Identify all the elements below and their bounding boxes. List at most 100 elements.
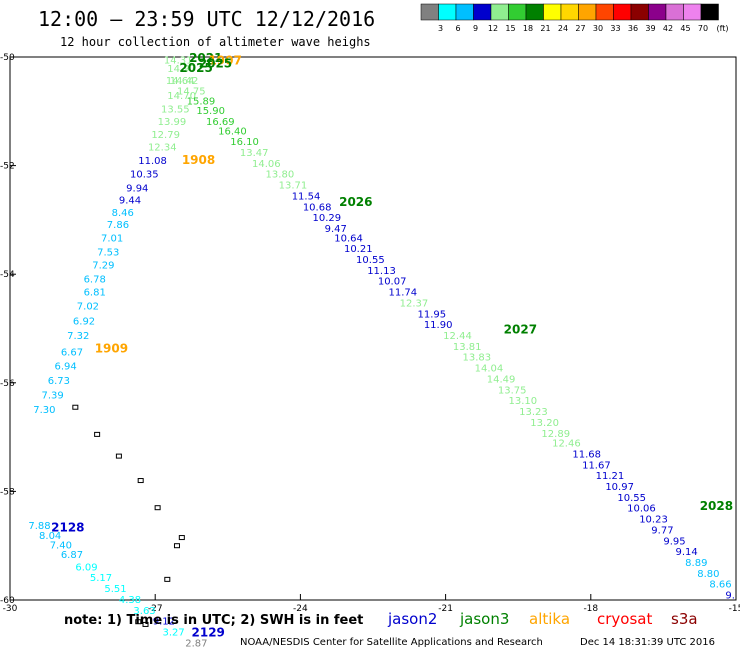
- colorbar-swatch: [490, 3, 509, 21]
- swh-point: 13.75: [498, 385, 527, 396]
- swh-point: 14.75: [177, 87, 206, 98]
- colorbar-label: 6: [455, 24, 460, 33]
- swh-point: 11.13: [367, 266, 396, 277]
- colorbar-swatch: [560, 3, 579, 21]
- swh-point: 13.47: [240, 148, 269, 159]
- pass-time-label: 2025: [179, 61, 212, 75]
- pass-time-label: 2028: [700, 499, 733, 513]
- timestamp: Dec 14 18:31:39 UTC 2016: [580, 637, 715, 648]
- colorbar-swatch: [613, 3, 632, 21]
- colorbar-label: 3: [438, 24, 443, 33]
- x-tick-label: -21: [438, 604, 453, 614]
- plot-area: -50 -52 -54 -56 -58 -60 -30 -27 -24 -21 -18 -15 14…: [0, 51, 740, 650]
- x-axis: -30 -27 -24 -21 -18 -15: [3, 594, 740, 614]
- swh-point: 10.55: [617, 493, 646, 504]
- swh-point: 13.80: [266, 170, 295, 181]
- y-tick-label: -56: [0, 379, 15, 389]
- y-tick-label: -60: [0, 596, 15, 606]
- pass-time-label: 2025: [199, 56, 232, 70]
- swh-point: 9.95: [663, 536, 685, 547]
- swh-point: 14.04: [475, 364, 504, 375]
- swh-point: 13.71: [279, 181, 308, 192]
- colorbar-label: 24: [558, 24, 568, 33]
- x-tick-label: -30: [3, 604, 18, 614]
- colorbar-swatch: [473, 3, 492, 21]
- swh-point: 7.02: [77, 302, 99, 313]
- swh-point: 10.64: [334, 233, 363, 244]
- pass-time-label: 1908: [182, 153, 215, 167]
- legend-jason2: jason2: [387, 610, 437, 628]
- swh-point: 6.81: [84, 288, 106, 299]
- island-outline: [72, 404, 79, 410]
- swh-point: 3.27: [162, 627, 184, 638]
- island-outline: [135, 619, 142, 625]
- swh-point: 13.81: [453, 342, 482, 353]
- swh-point: 6.73: [48, 376, 70, 387]
- island-outline: [115, 453, 122, 459]
- swh-point: 5.51: [104, 584, 126, 595]
- colorbar-label: 70: [698, 24, 708, 33]
- colorbar-swatch: [683, 3, 702, 21]
- swh-point: 10.29: [313, 213, 342, 224]
- y-tick-label: -52: [0, 162, 15, 172]
- colorbar-label: 39: [645, 24, 655, 33]
- swh-point: 13.23: [519, 407, 548, 418]
- swh-point: 10.07: [378, 277, 407, 288]
- swh-point: 11.54: [292, 191, 321, 202]
- swh-point: 11.21: [596, 471, 625, 482]
- island-outline: [154, 505, 161, 511]
- colorbar-swatch: [665, 3, 684, 21]
- island-outline: [137, 478, 144, 484]
- swh-point: 7.88: [28, 521, 50, 532]
- swh-point: 9.: [725, 591, 735, 602]
- swh-point: 14.64: [166, 76, 195, 87]
- legend-cryosat: cryosat: [597, 610, 652, 628]
- swh-point: 9.77: [651, 525, 673, 536]
- colorbar-label: 36: [628, 24, 638, 33]
- island-outline: [178, 535, 185, 541]
- swh-point: 13.83: [463, 353, 492, 364]
- colorbar-label: 12: [488, 24, 498, 33]
- swh-point: 6.67: [61, 347, 83, 358]
- swh-point: 16.69: [206, 117, 235, 128]
- swh-point: 10.55: [356, 255, 385, 266]
- colorbar-swatch: [420, 3, 439, 21]
- swh-point: 14.06: [252, 159, 281, 170]
- colorbar-label: 9: [473, 24, 478, 33]
- colorbar-swatch: [578, 3, 597, 21]
- swh-point: 7.32: [67, 331, 89, 342]
- swh-point: 11.68: [572, 449, 601, 460]
- footnote: note: 1) Time is in UTC; 2) SWH is in fe…: [64, 613, 363, 628]
- colorbar-swatch: [438, 3, 457, 21]
- swh-point: 12.89: [541, 429, 570, 440]
- swh-point: 8.46: [112, 208, 134, 219]
- y-tick-label: -50: [0, 53, 15, 63]
- swh-point: 13.55: [161, 105, 190, 116]
- swh-point: 7.40: [50, 541, 72, 552]
- y-tick-label: -58: [0, 487, 15, 497]
- colorbar-label: 27: [575, 24, 585, 33]
- colorbar-swatch: [595, 3, 614, 21]
- swh-point: 11.08: [138, 156, 167, 167]
- swh-point: 12.44: [443, 331, 472, 342]
- colorbar-swatch: [455, 3, 474, 21]
- colorbar-label: 33: [610, 24, 620, 33]
- swh-point: 12.79: [151, 130, 180, 141]
- colorbar-swatch: [630, 3, 649, 21]
- swh-point: 6.92: [73, 316, 95, 327]
- swh-point: 9.44: [119, 195, 141, 206]
- swh-point: 4.38: [119, 595, 141, 606]
- legend-altika: altika: [529, 610, 570, 628]
- swh-point: 11.74: [388, 288, 417, 299]
- swh-point: 5.17: [90, 573, 112, 584]
- legend-jason3: jason3: [459, 610, 509, 628]
- island-outline: [94, 431, 101, 437]
- x-tick-label: -24: [293, 604, 308, 614]
- swh-point: 8.04: [39, 531, 61, 542]
- y-tick-label: -54: [0, 270, 15, 280]
- island-outline: [173, 543, 180, 549]
- swh-point: 6.78: [84, 275, 106, 286]
